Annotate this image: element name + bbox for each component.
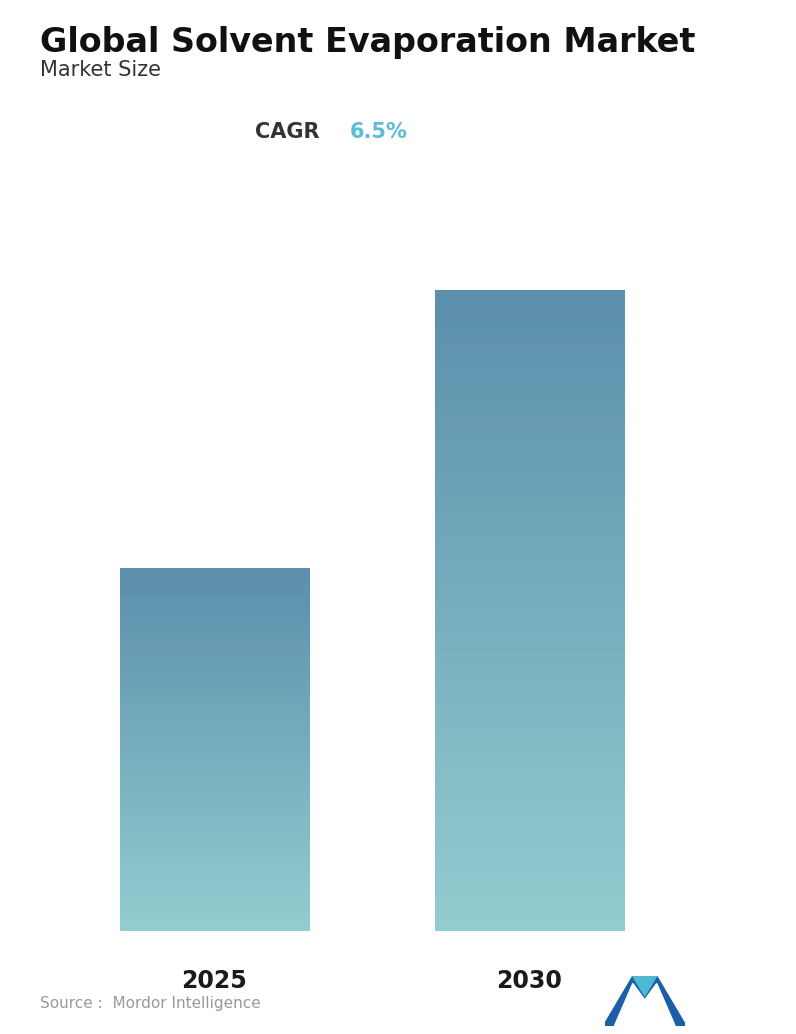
Text: CAGR: CAGR [256, 122, 334, 143]
Text: Market Size: Market Size [40, 60, 161, 80]
Text: 6.5%: 6.5% [350, 122, 408, 143]
Text: Source :  Mordor Intelligence: Source : Mordor Intelligence [40, 996, 260, 1011]
Polygon shape [605, 976, 685, 1026]
Polygon shape [633, 976, 657, 996]
Text: Global Solvent Evaporation Market: Global Solvent Evaporation Market [40, 26, 695, 59]
Polygon shape [615, 983, 675, 1026]
Text: 2025: 2025 [181, 969, 248, 993]
Polygon shape [635, 1008, 654, 1026]
Text: 2030: 2030 [497, 969, 563, 993]
